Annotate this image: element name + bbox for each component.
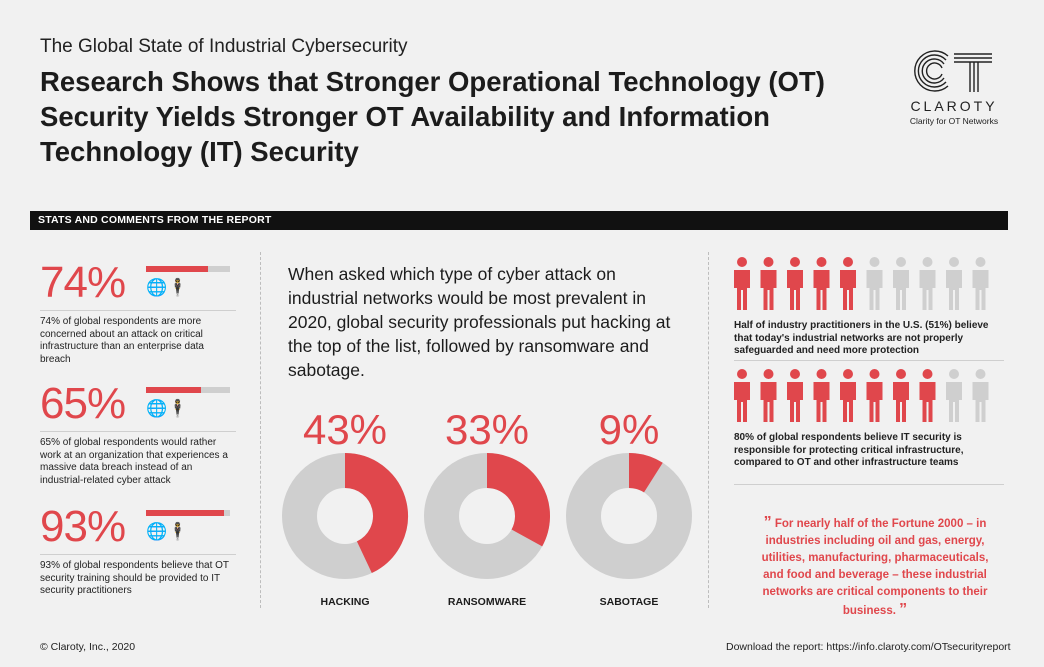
person-icon <box>893 257 909 310</box>
section-band: STATS AND COMMENTS FROM THE REPORT <box>30 211 1008 230</box>
person-icon <box>840 369 856 422</box>
person-icon <box>760 257 777 310</box>
column-divider <box>708 252 709 608</box>
donut-slice-sabotage <box>628 453 663 493</box>
donut-slice-hacking <box>344 453 408 573</box>
download-link[interactable]: Download the report: https://info.clarot… <box>726 641 1011 653</box>
logo-brand: CLAROTY <box>910 98 998 114</box>
globe-person-icon: 🌐🕴 <box>146 522 189 541</box>
globe-person-icon: 🌐🕴 <box>146 399 189 418</box>
stat-block-3: 93% 🌐🕴 93% of global respondents believe… <box>40 502 236 598</box>
person-icon <box>946 369 962 422</box>
globe-person-icon: 🌐🕴 <box>146 278 189 297</box>
divider <box>40 554 236 555</box>
person-icon <box>972 257 989 310</box>
people-note: 80% of global respondents believe IT sec… <box>734 432 964 468</box>
quote-text: For nearly half of the Fortune 2000 – in… <box>761 518 989 617</box>
supertitle: The Global State of Industrial Cybersecu… <box>40 36 408 57</box>
people-icons <box>734 369 989 422</box>
divider <box>40 310 236 311</box>
donut-value-label: 33% <box>444 406 530 453</box>
stat-block-2: 65% 🌐🕴 65% of global respondents would r… <box>40 379 236 487</box>
claroty-logo: CLAROTY Clarity for OT Networks <box>898 48 1010 130</box>
person-icon <box>893 369 909 422</box>
stat-description: 93% of global respondents believe that O… <box>40 560 229 596</box>
stat-bar <box>146 266 230 272</box>
person-icon <box>919 257 936 310</box>
lead-text: When asked which type of cyber attack on… <box>288 264 671 380</box>
quote-open-mark: ” <box>763 514 772 531</box>
donut-category-label: HACKING <box>320 596 370 608</box>
donut-slice-ransomware <box>486 453 550 547</box>
person-icon <box>734 369 750 422</box>
donut-category-label: RANSOMWARE <box>447 596 527 608</box>
stat-block-1: 74% 🌐🕴 74% of global respondents are mor… <box>40 258 236 366</box>
stat-description: 74% of global respondents are more conce… <box>40 316 204 365</box>
stat-bar <box>146 510 230 516</box>
people-note: Half of industry practitioners in the U.… <box>734 320 989 356</box>
people-icons <box>734 257 989 310</box>
quote: ” For nearly half of the Fortune 2000 – … <box>750 514 1000 620</box>
stat-bar-fill <box>146 387 201 393</box>
donut-value-label: 43% <box>302 406 388 453</box>
donut-value-label: 9% <box>598 406 660 453</box>
quote-close-mark: ” <box>899 601 908 618</box>
person-icon <box>972 369 989 422</box>
person-icon <box>866 257 883 310</box>
person-icon <box>946 257 962 310</box>
claroty-mark-icon <box>914 50 992 92</box>
stat-bar-fill <box>146 266 209 272</box>
person-icon <box>813 369 830 422</box>
person-icon <box>787 257 803 310</box>
person-icon <box>734 257 750 310</box>
copyright: © Claroty, Inc., 2020 <box>40 641 136 653</box>
column-divider <box>260 252 261 608</box>
person-icon <box>919 369 936 422</box>
people-row-1 <box>732 256 1002 312</box>
donut-charts <box>282 453 692 579</box>
stat-value: 74% <box>40 258 126 307</box>
stat-description: 65% of global respondents would rather w… <box>40 437 228 486</box>
person-icon <box>840 257 856 310</box>
people-row-2 <box>732 368 1002 424</box>
stat-bar <box>146 387 230 393</box>
person-icon <box>813 257 830 310</box>
divider <box>734 360 1004 361</box>
stat-value: 65% <box>40 379 126 428</box>
stat-bar-fill <box>146 510 225 516</box>
divider <box>40 431 236 432</box>
page-title: Research Shows that Stronger Operational… <box>40 66 825 167</box>
person-icon <box>866 369 883 422</box>
donut-category-label: SABOTAGE <box>599 596 659 608</box>
person-icon <box>787 369 803 422</box>
divider <box>734 484 1004 485</box>
stat-value: 93% <box>40 502 126 551</box>
logo-tagline: Clarity for OT Networks <box>909 116 999 126</box>
person-icon <box>760 369 777 422</box>
